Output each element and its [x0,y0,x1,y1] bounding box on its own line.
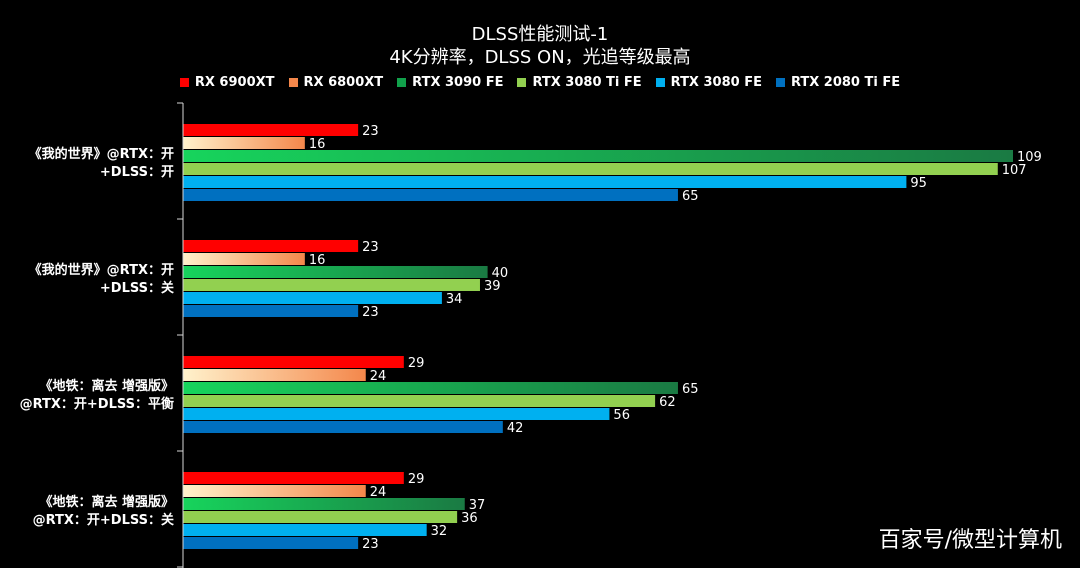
chart-legend: RX 6900XT RX 6800XT RTX 3090 FE RTX 3080 Ti… [0,75,1080,90]
category-label: 《地铁：离去 增强版》 [39,378,174,394]
data-label: 40 [492,266,509,281]
data-label: 65 [682,382,699,397]
legend-label: RX 6800XT [303,75,384,90]
data-label: 23 [362,124,379,139]
data-label: 36 [461,511,478,526]
bar [183,137,305,149]
data-label: 65 [682,189,699,204]
chart-title: DLSS性能测试-1 [471,24,609,45]
legend-label: RTX 2080 Ti FE [790,75,901,90]
legend-swatch [179,78,189,87]
category-label: 《我的世界》@RTX：开 [29,262,174,278]
bar [183,524,427,536]
bar [183,253,305,265]
bar [183,150,1013,162]
bar [183,356,404,368]
bar [183,266,488,278]
bar [183,382,678,394]
chart-subtitle: 4K分辨率，DLSS ON，光追等级最高 [389,47,691,68]
bar [183,163,998,175]
legend-swatch [655,78,665,87]
category-label: 《我的世界》@RTX：开 [29,146,174,162]
bar [183,124,359,136]
bar [183,240,359,252]
data-label: 24 [370,369,387,384]
bar [183,176,907,188]
legend-swatch [517,78,527,87]
legend-item: RTX 3080 FE [655,75,762,90]
bar [183,292,442,304]
category-label: 《地铁：离去 增强版》 [39,494,174,510]
category-labels-layer: 《我的世界》@RTX：开+DLSS：开《我的世界》@RTX：开+DLSS：关《地… [20,146,174,528]
legend-item: RTX 3080 Ti FE [517,75,642,90]
data-label: 23 [362,537,379,552]
legend-item: RTX 3090 FE [397,75,503,90]
category-label: +DLSS：开 [100,165,174,180]
bar [183,485,366,497]
data-label: 32 [431,524,448,539]
data-label: 34 [446,292,463,307]
data-label: 29 [408,472,425,487]
bar [183,537,359,549]
bar [183,279,480,291]
data-label: 23 [362,240,379,255]
data-label: 95 [910,176,927,191]
bars-layer [183,124,1013,549]
bar [183,511,458,523]
legend-item: RX 6900XT [179,75,275,90]
bar [183,395,656,407]
legend-item: RX 6800XT [288,75,384,90]
data-label: 16 [309,137,326,152]
bar [183,408,610,420]
legend-swatch [288,78,298,87]
bar [183,369,366,381]
bar [183,189,678,201]
data-label: 62 [659,395,676,410]
data-label: 56 [613,408,630,423]
data-label: 42 [507,421,524,436]
legend-swatch [775,78,785,87]
legend-label: RX 6900XT [194,75,275,90]
category-label: @RTX：开+DLSS：平衡 [20,396,174,412]
data-label: 109 [1017,150,1042,165]
legend-item: RTX 2080 Ti FE [775,75,901,90]
bar [183,498,465,510]
bar [183,472,404,484]
bar [183,305,359,317]
legend-label: RTX 3080 Ti FE [532,75,642,90]
data-label: 29 [408,356,425,371]
legend-label: RTX 3090 FE [412,75,504,90]
bar [183,421,503,433]
legend-label: RTX 3080 FE [670,75,762,90]
data-label: 23 [362,305,379,320]
data-label: 24 [370,485,387,500]
data-label: 37 [469,498,486,513]
category-label: @RTX：开+DLSS：关 [33,512,174,528]
data-label: 16 [309,253,326,268]
category-label: +DLSS：关 [100,280,174,296]
data-label: 39 [484,279,501,294]
watermark-text: 百家号/微型计算机 [878,528,1062,553]
axis-layer [177,102,184,568]
data-label: 107 [1002,163,1027,178]
legend-swatch [397,78,407,87]
